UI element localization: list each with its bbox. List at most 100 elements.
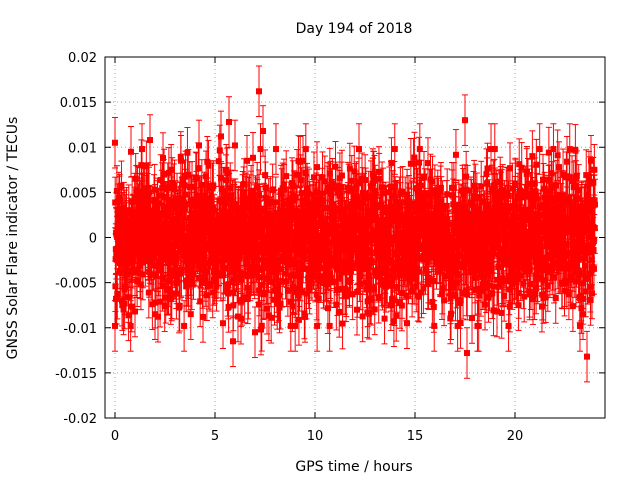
- point-marker: [209, 255, 216, 262]
- point-marker: [207, 240, 214, 247]
- point-marker: [203, 292, 210, 299]
- point-marker: [161, 193, 168, 200]
- point-marker: [218, 175, 225, 182]
- point-marker: [116, 196, 123, 203]
- point-marker: [202, 278, 209, 285]
- point-marker: [189, 183, 196, 190]
- point-marker: [165, 169, 172, 176]
- point-marker: [210, 183, 217, 190]
- point-marker: [112, 322, 118, 329]
- point-marker: [153, 271, 160, 278]
- point-marker: [283, 173, 290, 180]
- point-marker: [122, 283, 129, 290]
- data-point: [187, 288, 194, 340]
- point-marker: [137, 263, 144, 270]
- point-marker: [118, 183, 125, 190]
- point-marker: [113, 187, 120, 194]
- point-marker: [155, 313, 162, 320]
- point-marker: [123, 271, 130, 278]
- point-marker: [182, 191, 189, 198]
- point-marker: [157, 177, 164, 184]
- point-marker: [302, 146, 309, 153]
- point-marker: [289, 303, 296, 310]
- point-marker: [179, 228, 186, 235]
- point-marker: [209, 289, 216, 296]
- point-marker: [218, 185, 225, 192]
- point-marker: [174, 195, 181, 202]
- chart-title: Day 194 of 2018: [296, 21, 413, 37]
- point-marker: [125, 312, 132, 319]
- point-marker: [204, 158, 211, 165]
- point-marker: [167, 253, 174, 260]
- point-marker: [132, 175, 139, 182]
- point-marker: [172, 270, 179, 277]
- point-marker: [196, 275, 203, 282]
- data-point: [114, 267, 121, 320]
- point-marker: [172, 219, 179, 226]
- point-marker: [127, 322, 134, 329]
- point-marker: [292, 322, 299, 329]
- point-marker: [221, 265, 228, 272]
- point-marker: [195, 203, 202, 210]
- point-marker: [315, 295, 322, 302]
- point-marker: [174, 266, 181, 273]
- point-marker: [143, 163, 150, 170]
- point-marker: [195, 165, 202, 172]
- point-marker: [166, 278, 173, 285]
- point-marker: [144, 195, 151, 202]
- point-marker: [128, 303, 135, 310]
- point-marker: [162, 294, 169, 301]
- point-marker: [112, 199, 119, 206]
- point-marker: [134, 278, 141, 285]
- point-marker: [269, 186, 276, 193]
- point-marker: [173, 275, 180, 282]
- point-marker: [164, 252, 171, 259]
- point-marker: [120, 204, 127, 211]
- point-marker: [114, 290, 121, 297]
- point-marker: [112, 283, 119, 290]
- point-marker: [151, 196, 158, 203]
- point-marker: [197, 259, 204, 266]
- point-marker: [250, 154, 257, 161]
- point-marker: [120, 306, 127, 313]
- point-marker: [210, 223, 217, 230]
- point-marker: [187, 311, 194, 318]
- point-marker: [193, 175, 200, 182]
- point-marker: [187, 266, 194, 273]
- point-marker: [138, 162, 145, 169]
- point-marker: [161, 303, 168, 310]
- point-marker: [159, 185, 166, 192]
- point-marker: [165, 196, 172, 203]
- point-marker: [139, 195, 146, 202]
- point-marker: [168, 292, 175, 299]
- point-marker: [157, 298, 164, 305]
- point-marker: [171, 182, 178, 189]
- point-marker: [294, 171, 301, 178]
- point-marker: [211, 227, 218, 234]
- point-marker: [216, 147, 223, 154]
- point-marker: [121, 246, 128, 253]
- point-marker: [159, 282, 166, 289]
- point-marker: [206, 259, 213, 266]
- point-marker: [215, 158, 222, 165]
- data-layer: [112, 65, 598, 383]
- point-marker: [184, 149, 191, 156]
- point-marker: [167, 202, 174, 209]
- point-marker: [203, 173, 210, 180]
- point-marker: [185, 171, 192, 178]
- point-marker: [181, 322, 188, 329]
- point-marker: [120, 249, 127, 256]
- point-marker: [197, 298, 204, 305]
- point-marker: [122, 217, 129, 224]
- point-marker: [178, 269, 185, 276]
- point-marker: [137, 281, 144, 288]
- point-marker: [205, 162, 212, 169]
- point-marker: [220, 189, 227, 196]
- point-marker: [170, 186, 177, 193]
- point-marker: [190, 271, 197, 278]
- point-marker: [129, 198, 136, 205]
- point-marker: [176, 302, 183, 309]
- point-marker: [272, 146, 279, 153]
- point-marker: [213, 264, 220, 271]
